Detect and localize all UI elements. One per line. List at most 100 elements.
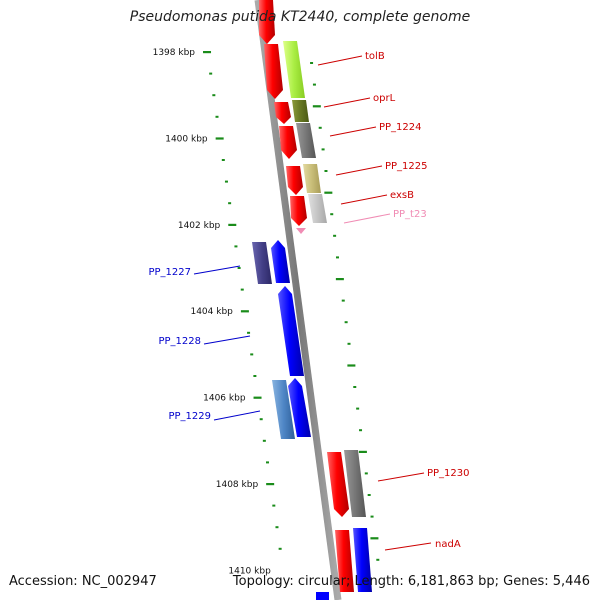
ruler-dot (209, 72, 213, 75)
ruler-dot (310, 62, 314, 64)
ruler-dot (262, 439, 266, 442)
gene-label-PP_1225[interactable]: PP_1225 (385, 161, 428, 172)
ruler-dot (266, 461, 270, 464)
gene-arrow[interactable] (335, 530, 354, 592)
gene-label-tolB[interactable]: tolB (365, 51, 385, 62)
scale-ruler: 1398 kbp 1400 kbp 1402 kbp 1404 kbp 1406 kbp… (153, 48, 380, 576)
ruler-dash (324, 191, 333, 194)
ruler-dot (321, 148, 325, 151)
ruler-dot (240, 288, 244, 291)
kbp-tick-label: 1408 kbp (216, 480, 259, 490)
gene-arrow[interactable] (271, 240, 290, 283)
ruler-dash (228, 223, 237, 226)
ruler-dot (324, 170, 328, 172)
ruler-dot (376, 558, 380, 561)
kbp-tick-label: 1400 kbp (165, 134, 208, 144)
leader-PP_t23 (343, 213, 391, 224)
gene-edge (316, 592, 329, 600)
ruler-dash (253, 396, 262, 399)
gene-label-nadA[interactable]: nadA (435, 539, 461, 550)
ruler-dot (253, 375, 257, 377)
leader-PP_1225 (335, 165, 383, 176)
gene-box-PP_1227[interactable] (252, 242, 272, 284)
gene-arrow[interactable] (279, 126, 297, 159)
kbp-tick-label: 1404 kbp (190, 307, 233, 317)
ruler-dot (335, 256, 339, 259)
gene-label-PP_1229[interactable]: PP_1229 (168, 411, 211, 422)
gene-arrow[interactable] (259, 0, 275, 44)
gene-label-exsB[interactable]: exsB (390, 190, 414, 201)
forward-strand-genes (259, 0, 354, 592)
gene-box-PP_1224[interactable] (296, 123, 316, 158)
leader-oprL (323, 97, 371, 108)
ruler-dot (221, 159, 225, 161)
leader-PP_1230 (377, 472, 425, 482)
ruler-dash (312, 105, 321, 108)
leader-exsB (340, 194, 388, 205)
gene-arrow[interactable] (278, 286, 304, 376)
ruler-dot (318, 126, 322, 129)
gene-box-tolB[interactable] (283, 41, 305, 98)
gene-box-PP_1229[interactable] (272, 380, 295, 439)
gene-box-exsB[interactable] (308, 194, 327, 223)
ruler-dot (370, 515, 374, 518)
gene-label-PP_1228[interactable]: PP_1228 (158, 336, 201, 347)
gene-arrow[interactable] (286, 166, 303, 195)
ruler-dash (266, 483, 275, 486)
genome-backbone (254, 0, 342, 600)
ruler-dot (347, 342, 351, 345)
gene-label-PP_t23[interactable]: PP_t23 (393, 209, 427, 220)
kbp-tick-label: 1398 kbp (153, 48, 196, 58)
ruler-dot (234, 245, 238, 248)
ruler-dash (240, 310, 249, 313)
gene-arrow[interactable] (274, 102, 291, 124)
forward-colored-genes (283, 41, 372, 600)
gene-box-nadA[interactable] (353, 528, 372, 592)
ruler-dot (330, 213, 334, 216)
label-leaders (193, 55, 432, 551)
ruler-dot (275, 526, 279, 529)
ruler-dot (333, 234, 337, 237)
ruler-dot (312, 83, 316, 86)
ruler-dot (364, 472, 368, 475)
gene-arrow[interactable] (290, 196, 307, 226)
reverse-strand-genes (252, 240, 311, 439)
ruler-dot (367, 494, 371, 496)
ruler-dash (358, 450, 367, 453)
ruler-dash (347, 364, 356, 367)
leader-PP_1228 (203, 335, 251, 345)
gene-label-oprL[interactable]: oprL (373, 93, 396, 104)
ruler-dash (370, 537, 379, 540)
gene-label-PP_1227[interactable]: PP_1227 (148, 267, 191, 278)
kbp-tick-label: 1410 kbp (228, 566, 271, 576)
kbp-tick-label: 1406 kbp (203, 394, 246, 404)
ruler-dot (344, 321, 348, 324)
gene-label-PP_1224[interactable]: PP_1224 (379, 122, 422, 133)
gene-box-PP_1225[interactable] (303, 164, 321, 193)
ruler-dot (237, 267, 241, 269)
leader-PP_1227 (193, 265, 241, 275)
gene-arrow[interactable] (288, 378, 311, 437)
ruler-dot (278, 547, 282, 550)
ruler-dot (224, 180, 228, 183)
gene-arrow[interactable] (264, 44, 283, 99)
accession-text: Accession: NC_002947 (9, 574, 157, 589)
trna-marker-PP_t23[interactable] (296, 228, 306, 234)
ruler-dot (212, 94, 216, 97)
leader-PP_1224 (329, 126, 377, 137)
ruler-dot (341, 299, 345, 302)
ruler-dot (250, 353, 254, 356)
gene-box-PP_1230[interactable] (344, 450, 366, 517)
ruler-dot (228, 202, 232, 205)
ruler-dot (353, 386, 357, 388)
ruler-dot (247, 331, 251, 334)
ruler-dot (272, 504, 276, 507)
gene-box-oprL[interactable] (292, 100, 309, 122)
ruler-dot (356, 407, 360, 410)
ruler-dot (259, 418, 263, 421)
gene-label-PP_1230[interactable]: PP_1230 (427, 468, 470, 479)
gene-arrow[interactable] (327, 452, 349, 517)
leader-tolB (317, 55, 363, 66)
kbp-tick-label: 1402 kbp (178, 221, 221, 231)
